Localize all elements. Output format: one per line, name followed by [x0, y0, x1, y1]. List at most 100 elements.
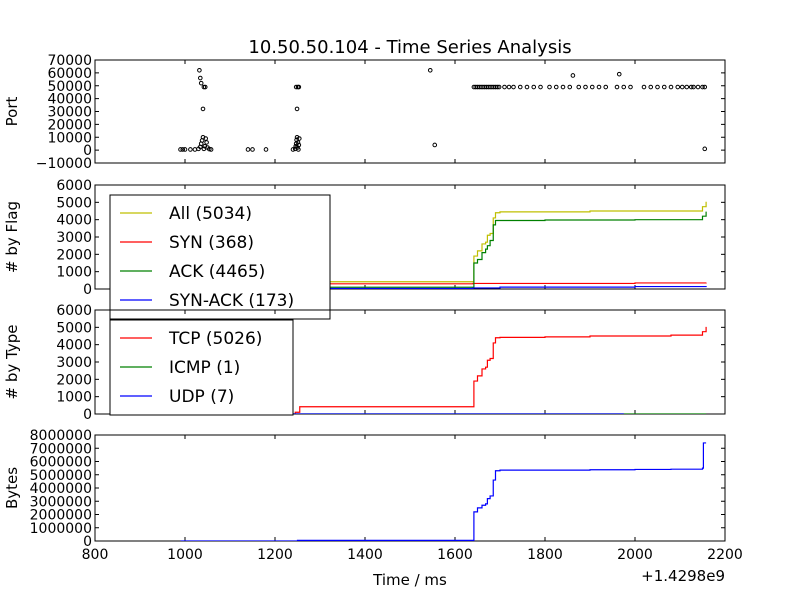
data-point	[432, 142, 438, 148]
y-tick-label: 6000	[56, 303, 92, 319]
data-point	[506, 84, 512, 90]
data-point	[531, 84, 537, 90]
subplot-4: 0100000020000003000000400000050000006000…	[3, 428, 743, 563]
y-tick-label: 0	[83, 407, 92, 423]
subplots: −100000100002000030000400005000060000700…	[3, 53, 743, 563]
legend-label: ACK (4465)	[169, 262, 265, 282]
data-point	[695, 84, 701, 90]
y-tick-label: 7000000	[30, 441, 92, 457]
legend-box	[109, 194, 331, 320]
x-tick-label: 2200	[707, 547, 743, 563]
data-point	[547, 84, 552, 90]
legend-label: UDP (7)	[169, 387, 234, 407]
x-tick-label: 1200	[257, 547, 293, 563]
data-point	[691, 84, 696, 90]
data-point	[567, 84, 573, 90]
data-point	[596, 84, 602, 90]
legend-label: All (5034)	[169, 204, 252, 224]
data-point	[570, 73, 576, 78]
data-point	[511, 84, 516, 90]
y-tick-label: 0	[83, 534, 92, 550]
series-lines	[180, 442, 707, 541]
data-point	[202, 84, 208, 90]
x-tick-label: 800	[82, 547, 109, 563]
y-tick-label: 5000	[56, 195, 92, 211]
data-point	[702, 84, 708, 90]
legend: TCP (5026) ICMP (1) UDP (7)	[109, 319, 294, 416]
series-lines	[180, 326, 707, 414]
x-axis-label: Time / ms	[372, 571, 447, 589]
data-point	[294, 106, 300, 112]
x-tick-label: 2000	[617, 547, 653, 563]
subplot-1: −100000100002000030000400005000060000700…	[3, 53, 726, 172]
y-tick-label: 2000000	[30, 508, 92, 524]
data-point	[668, 84, 674, 90]
y-tick-label: 30000	[47, 105, 92, 121]
y-axis-label: # by Type	[3, 325, 21, 400]
data-point	[296, 142, 302, 148]
data-point	[628, 84, 633, 90]
figure-title: 10.50.50.104 - Time Series Analysis	[248, 37, 571, 58]
y-tick-label: 3000000	[30, 494, 92, 510]
data-point	[702, 146, 708, 152]
data-point	[200, 106, 206, 112]
legend-label: SYN (368)	[169, 233, 254, 253]
series-line-1	[180, 442, 707, 541]
y-tick-label: 1000	[56, 390, 92, 406]
y-tick-label: 5000000	[30, 468, 92, 484]
plot-frame	[94, 434, 726, 542]
data-point	[290, 147, 296, 152]
data-point	[648, 84, 654, 90]
legend-label: SYN-ACK (173)	[169, 291, 294, 311]
data-point	[675, 84, 681, 90]
data-point	[684, 84, 690, 90]
data-point	[192, 147, 198, 152]
data-point	[583, 84, 588, 90]
y-tick-label: 60000	[47, 66, 92, 82]
data-point	[655, 84, 660, 90]
legend-label: ICMP (1)	[169, 358, 240, 378]
data-point	[245, 147, 251, 152]
x-offset-text: +1.4298e9	[641, 567, 725, 585]
x-tick-label: 1600	[437, 547, 473, 563]
data-point	[296, 84, 302, 90]
data-point	[496, 84, 502, 90]
data-point	[178, 147, 183, 152]
data-point	[603, 84, 609, 90]
y-axis-label: Bytes	[3, 467, 21, 509]
y-tick-label: −10000	[36, 156, 92, 172]
y-tick-label: 50000	[47, 79, 92, 95]
legend: All (5034) SYN (368) ACK (4465) SYN-ACK (17…	[109, 194, 331, 320]
data-point	[296, 147, 301, 152]
y-tick-label: 6000000	[30, 455, 92, 471]
y-axis-label: # by Flag	[3, 201, 21, 273]
scatter-points	[178, 68, 708, 152]
y-tick-label: 1000000	[30, 521, 92, 537]
y-tick-label: 4000	[56, 213, 92, 229]
data-point	[700, 84, 705, 90]
y-tick-label: 1000	[56, 265, 92, 281]
data-point	[589, 84, 595, 90]
y-tick-label: 4000000	[30, 481, 92, 497]
data-point	[495, 84, 500, 90]
y-tick-label: 5000	[56, 320, 92, 336]
data-point	[576, 84, 582, 90]
data-point	[641, 84, 647, 90]
data-point	[293, 84, 299, 90]
data-point	[524, 84, 530, 90]
y-tick-label: 3000	[56, 230, 92, 246]
data-point	[297, 136, 302, 141]
series-line-1	[180, 201, 707, 289]
data-point	[198, 80, 204, 86]
series-line-1	[180, 326, 707, 414]
y-tick-label: 2000	[56, 247, 92, 263]
data-point	[661, 84, 667, 90]
y-tick-label: 4000	[56, 338, 92, 354]
y-tick-label: 2000	[56, 372, 92, 388]
y-tick-label: 10000	[47, 130, 92, 146]
data-point	[553, 84, 559, 90]
data-point	[616, 71, 622, 77]
